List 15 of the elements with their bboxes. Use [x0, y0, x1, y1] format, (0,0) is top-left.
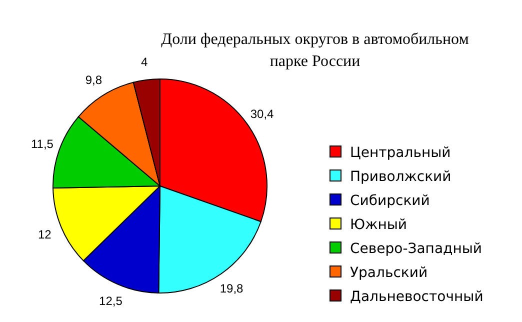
- data-label: 19,8: [220, 282, 244, 296]
- data-label: 12,5: [99, 294, 123, 308]
- legend-label: Приволжский: [350, 168, 452, 185]
- legend-label: Центральный: [350, 144, 451, 161]
- data-label: 12: [38, 227, 52, 242]
- legend-label: Сибирский: [350, 192, 430, 209]
- legend-label: Дальневосточный: [350, 288, 484, 305]
- chart-title: Доли федеральных округов в автомобильном парке России: [161, 31, 469, 70]
- data-label: 30,4: [250, 107, 274, 122]
- data-label: 4: [140, 55, 148, 70]
- data-label: 11,5: [31, 137, 54, 152]
- legend-label: Уральский: [350, 264, 428, 281]
- data-label: 9,8: [85, 73, 102, 88]
- legend-label: Северо-Западный: [350, 240, 482, 257]
- legend-label: Южный: [350, 216, 408, 233]
